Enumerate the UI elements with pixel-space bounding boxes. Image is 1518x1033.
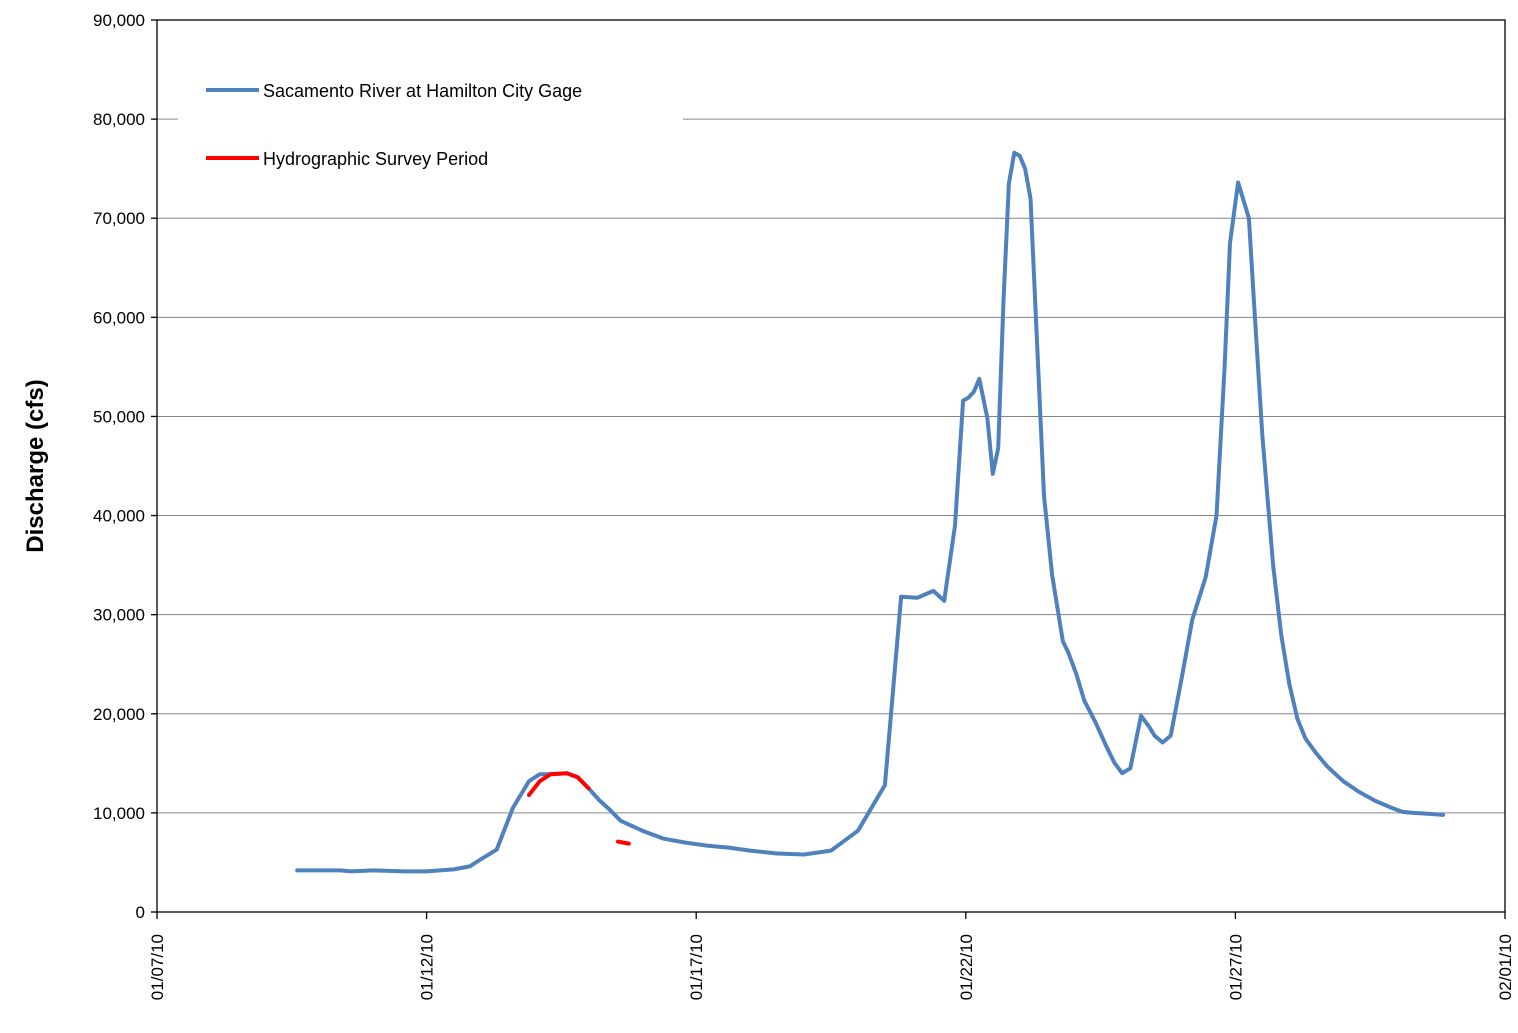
legend-flow-label: Sacamento River at Hamilton City Gage — [263, 81, 582, 101]
series-layer — [295, 150, 1445, 874]
series-line-survey — [616, 839, 631, 846]
y-tick-label: 10,000 — [93, 804, 145, 823]
y-axis-title: Discharge (cfs) — [22, 379, 49, 552]
y-tick-label: 90,000 — [93, 11, 145, 30]
x-tick-label: 02/01/10 — [1496, 934, 1515, 1000]
x-tick-label: 01/27/10 — [1226, 934, 1245, 1000]
legend-background — [178, 60, 683, 195]
y-tick-label: 0 — [136, 903, 145, 922]
y-tick-label: 60,000 — [93, 308, 145, 327]
y-tick-label: 70,000 — [93, 209, 145, 228]
legend: Sacamento River at Hamilton City Gage Hy… — [178, 60, 683, 195]
plot-area-border — [156, 19, 1506, 913]
y-tick-label: 80,000 — [93, 110, 145, 129]
x-tick-labels: 01/07/10 01/12/10 01/17/10 01/22/10 01/27/10… — [148, 912, 1515, 1000]
y-tick-label: 20,000 — [93, 705, 145, 724]
x-tick-label: 01/07/10 — [148, 934, 167, 1000]
y-tick-labels: 0 10,000 20,000 30,000 40,000 50,000 60,000 70,… — [93, 11, 157, 922]
y-tick-label: 40,000 — [93, 507, 145, 526]
y-tick-label: 30,000 — [93, 606, 145, 625]
series-line-survey — [527, 771, 591, 797]
axes — [156, 19, 1506, 913]
x-tick-label: 01/22/10 — [957, 934, 976, 1000]
legend-survey-label: Hydrographic Survey Period — [263, 149, 488, 169]
x-tick-label: 01/17/10 — [687, 934, 706, 1000]
series-line-flow — [295, 150, 1445, 874]
x-tick-label: 01/12/10 — [418, 934, 437, 1000]
y-tick-label: 50,000 — [93, 407, 145, 426]
